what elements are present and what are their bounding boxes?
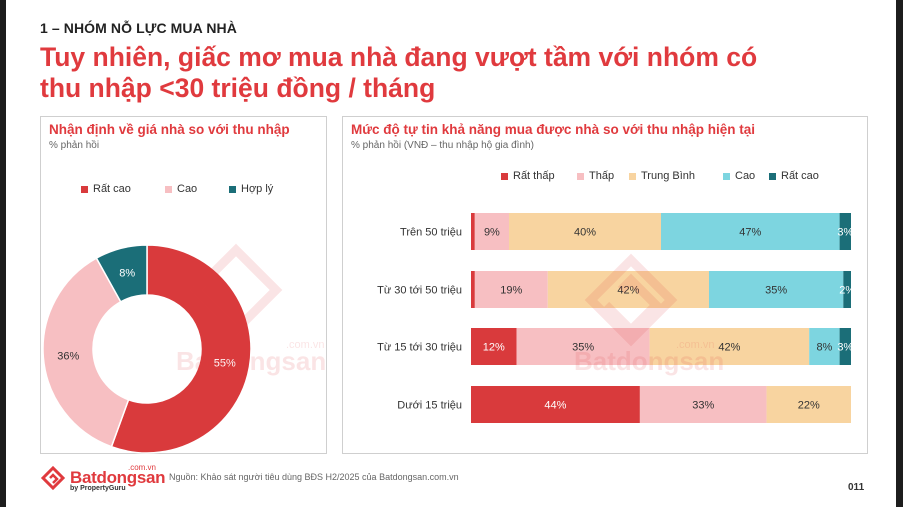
bar-data-label: 33% [692,400,714,412]
donut-data-label: 36% [57,350,79,362]
logo-word: Batdongsan [70,468,166,487]
legend-swatch [501,172,508,180]
legend-label: Cao [735,170,756,182]
page-title-line-1: Tuy nhiên, giấc mơ mua nhà đang vượt tầm… [40,42,758,72]
bar-data-label: 42% [617,285,639,297]
legend-item-rat-cao: Rất cao [81,183,131,195]
legend-swatch [229,185,236,193]
bar-data-label: 35% [572,342,594,354]
legend-swatch [723,172,730,180]
donut-slice-rat-cao [110,244,252,454]
bar-segment-thap [474,271,548,308]
bar-segment-trung-binh [766,386,851,423]
logo-tld: .com.vn [128,463,157,472]
bar-segment-rat-thap [471,271,475,308]
bar-data-label: 42% [718,342,740,354]
legend-swatch [629,172,636,180]
donut-chart-panel: Nhận định về giá nhà so với thu nhập % p… [40,116,327,454]
page-title-line-2: thu nhập <30 triệu đồng / tháng [40,73,436,103]
logo-byline: by PropertyGuru [70,485,126,492]
bar-segment-cao [661,213,840,250]
slide: 1 – NHÓM NỖ LỰC MUA NHÀ Tuy nhiên, giấc … [6,0,896,507]
bar-segment-cao [809,328,840,365]
bar-segment-rat-cao [839,213,851,250]
category-label: Trên 50 triệu [400,227,462,239]
page-number: 011 [848,482,865,493]
stacked-bar-chart: Trên 50 triệu 9% 40% 47% 3% Từ 30 tới 50 triệ… [377,213,855,423]
donut-chart: 55% 36% 8% [42,244,252,454]
category-label: Từ 15 tới 30 triệu [377,342,462,354]
legend-item-thap: Thấp [577,170,614,182]
bar-data-label: 8% [816,342,832,354]
brand-logo: .com.vn Batdongsan by PropertyGuru [40,463,170,495]
bar-data-label: 40% [574,227,596,239]
legend-swatch [165,185,172,193]
bar-segment-trung-binh [547,271,709,308]
bar-segment-cao [708,271,844,308]
legend-swatch [769,172,776,180]
legend-label: Rất cao [781,170,819,182]
donut-slice-hop-ly [95,244,148,303]
legend-label: Cao [177,183,198,195]
legend-label: Rất thấp [513,170,555,182]
section-kicker: 1 – NHÓM NỖ LỰC MUA NHÀ [40,20,237,36]
bar-data-label: 47% [739,227,761,239]
legend-label: Trung Bình [641,170,696,182]
bar-segment-rat-thap [471,328,517,365]
legend-swatch [81,185,88,193]
bar-segment-thap [474,213,509,250]
legend-item-trung-binh: Trung Bình [629,170,695,182]
legend-item-hop-ly: Hợp lý [229,183,273,195]
bar-segment-rat-cao [839,328,851,365]
bar-data-label: 2% [839,285,855,297]
donut-slice-cao [42,257,130,448]
bar-segment-thap [516,328,650,365]
legend-item-cao: Cao [723,170,755,182]
bar-segment-trung-binh [509,213,661,250]
bar-data-label: 19% [500,285,522,297]
legend-item-rat-cao: Rất cao [769,170,819,182]
donut-data-label: 55% [214,358,236,370]
bar-data-label: 22% [798,400,820,412]
source-note: Nguồn: Khảo sát người tiêu dùng BĐS H2/2… [169,472,459,482]
bar-data-label: 35% [765,285,787,297]
bar-data-label: 3% [837,227,853,239]
category-label: Dưới 15 triệu [397,400,462,412]
bar-data-label: 3% [837,342,853,354]
bar-chart-subtitle: % phản hồi (VNĐ – thu nhập hộ gia đình) [351,140,534,151]
bar-chart-title: Mức độ tự tin khả năng mua được nhà so v… [351,122,756,137]
donut-chart-title: Nhận định về giá nhà so với thu nhập [49,122,290,137]
house-logo-icon [40,465,66,491]
bar-segment-trung-binh [649,328,810,365]
legend-swatch [577,172,584,180]
legend-item-cao: Cao [165,183,197,195]
bar-data-label: 12% [483,342,505,354]
legend-label: Rất cao [93,183,131,195]
bar-segment-rat-cao [843,271,851,308]
bar-segment-rat-thap [471,213,475,250]
bar-chart-panel: Mức độ tự tin khả năng mua được nhà so v… [342,116,868,454]
donut-chart-subtitle: % phản hồi [49,140,100,151]
legend-label: Thấp [589,170,615,182]
legend-label: Hợp lý [241,183,274,195]
bar-segment-thap [639,386,767,423]
bar-segment-rat-thap [471,386,640,423]
donut-data-label: 8% [119,268,135,280]
category-label: Từ 30 tới 50 triệu [377,285,462,297]
legend-item-rat-thap: Rất thấp [501,170,555,182]
bar-data-label: 9% [484,227,500,239]
page-title: Tuy nhiên, giấc mơ mua nhà đang vượt tầm… [40,42,840,104]
bar-data-label: 44% [544,400,566,412]
